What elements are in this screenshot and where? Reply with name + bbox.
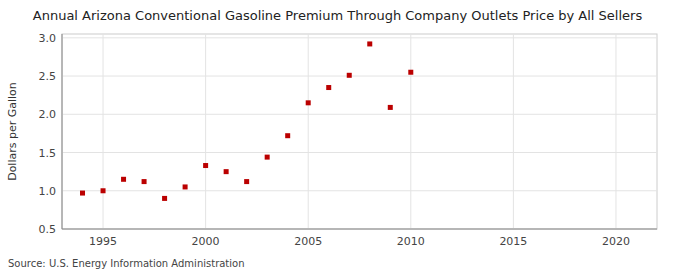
point [388, 105, 393, 110]
point [101, 188, 106, 193]
plot-frame [62, 34, 657, 229]
point [244, 179, 249, 184]
point [408, 70, 413, 75]
tick-label: 2015 [499, 235, 527, 248]
title: Annual Arizona Conventional Gasoline Pre… [33, 8, 643, 23]
chart: 0.5 1.0 1.5 2.0 2.5 3.0 1995 2000 2005 2010 2015 20… [0, 0, 675, 275]
tick-label: 2.5 [39, 70, 57, 83]
tick-label: 1.0 [39, 185, 57, 198]
grid-line [103, 34, 104, 229]
tick-label: 1.5 [39, 147, 57, 160]
x-axis [62, 229, 657, 230]
grid-line [205, 34, 206, 229]
tick-label: 1995 [89, 235, 117, 248]
y-axis-label: Dollars per Gallon [6, 82, 19, 181]
grid-line [615, 34, 616, 229]
tick-label: 2020 [602, 235, 630, 248]
tick-label: 0.5 [39, 223, 57, 236]
grid-line [62, 152, 657, 153]
grid-line [513, 34, 514, 229]
point [183, 184, 188, 189]
point [142, 179, 147, 184]
tick-label: 2010 [397, 235, 425, 248]
background [0, 0, 675, 275]
point [265, 155, 270, 160]
y-axis [62, 34, 63, 229]
point [326, 85, 331, 90]
tick-label: 2000 [192, 235, 220, 248]
points [80, 41, 413, 200]
grid-line [62, 114, 657, 115]
tick-label: 2005 [294, 235, 322, 248]
tick-label: 2.0 [39, 108, 57, 121]
tick-label: 3.0 [39, 32, 57, 45]
grid-line [62, 37, 657, 38]
point [162, 196, 167, 201]
grid-line [62, 229, 657, 230]
point [224, 169, 229, 174]
grid-line [62, 190, 657, 191]
source: Source: U.S. Energy Information Administ… [8, 258, 245, 269]
point [306, 100, 311, 105]
point [80, 191, 85, 196]
point [367, 41, 372, 46]
point [347, 73, 352, 78]
grid-line [62, 76, 657, 77]
point [285, 133, 290, 138]
point [121, 177, 126, 182]
grid-line [410, 34, 411, 229]
grid-line [308, 34, 309, 229]
point [203, 163, 208, 168]
